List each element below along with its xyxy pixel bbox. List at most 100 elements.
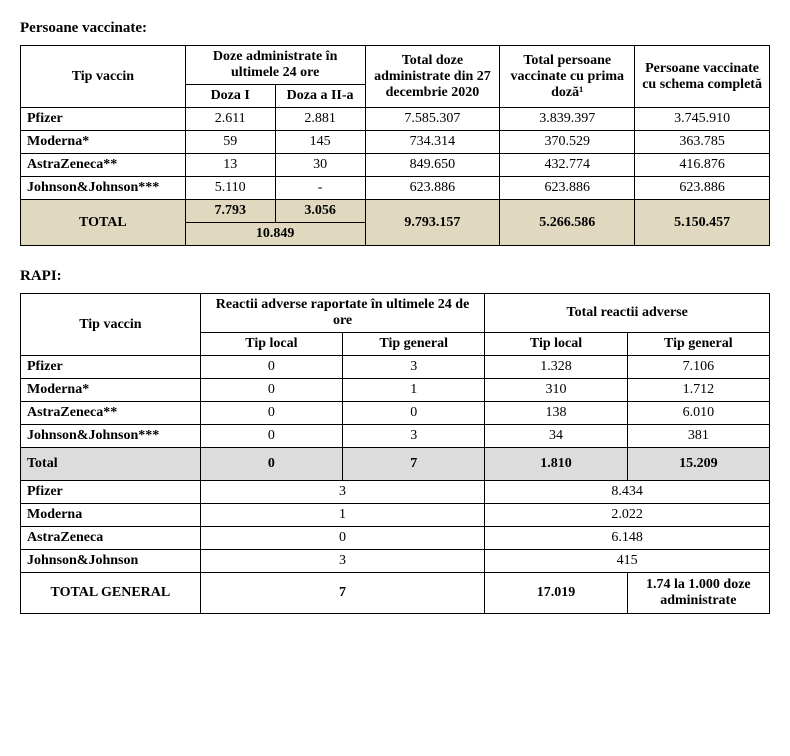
- prima-doza: 3.839.397: [500, 108, 635, 131]
- schema-completa: 3.745.910: [635, 108, 770, 131]
- col-total-reactions: Total reactii adverse: [485, 294, 770, 333]
- doza-1: 2.611: [185, 108, 275, 131]
- general-total: 7.106: [627, 356, 769, 379]
- col-total-doze: Total doze administrate din 27 decembrie…: [365, 46, 500, 108]
- col-general-tot: Tip general: [627, 333, 769, 356]
- total-prima: 5.266.586: [500, 200, 635, 246]
- table-row: Moderna*59145734.314370.529363.785: [21, 131, 770, 154]
- doza-2: 2.881: [275, 108, 365, 131]
- total-doze: 9.793.157: [365, 200, 500, 246]
- local-24h: 0: [200, 402, 342, 425]
- prima-doza: 432.774: [500, 154, 635, 177]
- general-total: 1.712: [627, 379, 769, 402]
- total-merged: 6.148: [485, 527, 770, 550]
- vaccine-name: Moderna: [21, 504, 201, 527]
- schema-completa: 623.886: [635, 177, 770, 200]
- prima-doza: 623.886: [500, 177, 635, 200]
- col-24h: Doze administrate în ultimele 24 ore: [185, 46, 365, 85]
- total-general-label: TOTAL GENERAL: [21, 573, 201, 614]
- total-merged: 2.022: [485, 504, 770, 527]
- general-24h: 1: [343, 379, 485, 402]
- vaccine-name: Pfizer: [21, 481, 201, 504]
- subtotal-label: Total: [21, 448, 201, 481]
- subtotal-general-tot: 15.209: [627, 448, 769, 481]
- general-24h-merged: 1: [200, 504, 485, 527]
- col-tip-vaccin: Tip vaccin: [21, 46, 186, 108]
- total-general-24h: 7: [200, 573, 485, 614]
- table-row: Johnson&Johnson***0334381: [21, 425, 770, 448]
- vaccine-name: AstraZeneca: [21, 527, 201, 550]
- subtotal-local-24h: 0: [200, 448, 342, 481]
- doza-1: 13: [185, 154, 275, 177]
- col-doza-1: Doza I: [185, 85, 275, 108]
- table-row: Pfizer2.6112.8817.585.3073.839.3973.745.…: [21, 108, 770, 131]
- total-merged: 415: [485, 550, 770, 573]
- local-total: 310: [485, 379, 627, 402]
- general-24h-merged: 0: [200, 527, 485, 550]
- subtotal-local-tot: 1.810: [485, 448, 627, 481]
- total-general-rate: 1.74 la 1.000 doze administrate: [627, 573, 769, 614]
- doza-1: 59: [185, 131, 275, 154]
- total-doze: 849.650: [365, 154, 500, 177]
- general-24h-merged: 3: [200, 550, 485, 573]
- total-label: TOTAL: [21, 200, 186, 246]
- col-tip-vaccin-2: Tip vaccin: [21, 294, 201, 356]
- table-vaccinated: Tip vaccin Doze administrate în ultimele…: [20, 45, 770, 246]
- total-general-count: 17.019: [485, 573, 627, 614]
- subtotal-general-24h: 7: [343, 448, 485, 481]
- table-row: AstraZeneca06.148: [21, 527, 770, 550]
- vaccine-name: Moderna*: [21, 379, 201, 402]
- local-24h: 0: [200, 425, 342, 448]
- total-d1: 7.793: [185, 200, 275, 223]
- doza-2: -: [275, 177, 365, 200]
- col-doza-2: Doza a II-a: [275, 85, 365, 108]
- general-24h-merged: 3: [200, 481, 485, 504]
- prima-doza: 370.529: [500, 131, 635, 154]
- total-doze: 623.886: [365, 177, 500, 200]
- local-total: 1.328: [485, 356, 627, 379]
- col-local-24h: Tip local: [200, 333, 342, 356]
- vaccine-name: Pfizer: [21, 108, 186, 131]
- doza-1: 5.110: [185, 177, 275, 200]
- vaccine-name: Johnson&Johnson***: [21, 425, 201, 448]
- vaccine-name: Johnson&Johnson***: [21, 177, 186, 200]
- table-rapi: Tip vaccin Reactii adverse raportate în …: [20, 293, 770, 614]
- vaccine-name: AstraZeneca**: [21, 402, 201, 425]
- vaccine-name: Moderna*: [21, 131, 186, 154]
- schema-completa: 363.785: [635, 131, 770, 154]
- vaccine-name: AstraZeneca**: [21, 154, 186, 177]
- table-row: AstraZeneca**001386.010: [21, 402, 770, 425]
- col-24h-reactions: Reactii adverse raportate în ultimele 24…: [200, 294, 485, 333]
- section-title-rapi: RAPI:: [20, 268, 770, 285]
- col-schema-completa: Persoane vaccinate cu schema completă: [635, 46, 770, 108]
- general-24h: 3: [343, 356, 485, 379]
- local-total: 138: [485, 402, 627, 425]
- general-24h: 3: [343, 425, 485, 448]
- vaccine-name: Pfizer: [21, 356, 201, 379]
- doza-2: 30: [275, 154, 365, 177]
- table-row: Johnson&Johnson***5.110-623.886623.88662…: [21, 177, 770, 200]
- total-doze: 734.314: [365, 131, 500, 154]
- table-row: Pfizer031.3287.106: [21, 356, 770, 379]
- vaccine-name: Johnson&Johnson: [21, 550, 201, 573]
- local-24h: 0: [200, 379, 342, 402]
- table-row: AstraZeneca**1330849.650432.774416.876: [21, 154, 770, 177]
- col-local-tot: Tip local: [485, 333, 627, 356]
- total-schema: 5.150.457: [635, 200, 770, 246]
- section-title-vaccinated: Persoane vaccinate:: [20, 20, 770, 37]
- total-d12: 10.849: [185, 223, 365, 246]
- local-total: 34: [485, 425, 627, 448]
- col-general-24h: Tip general: [343, 333, 485, 356]
- general-total: 6.010: [627, 402, 769, 425]
- table-row: Pfizer38.434: [21, 481, 770, 504]
- general-total: 381: [627, 425, 769, 448]
- total-doze: 7.585.307: [365, 108, 500, 131]
- total-d2: 3.056: [275, 200, 365, 223]
- general-24h: 0: [343, 402, 485, 425]
- col-prima-doza: Total persoane vaccinate cu prima doză¹: [500, 46, 635, 108]
- schema-completa: 416.876: [635, 154, 770, 177]
- local-24h: 0: [200, 356, 342, 379]
- table-row: Moderna12.022: [21, 504, 770, 527]
- table-row: Moderna*013101.712: [21, 379, 770, 402]
- doza-2: 145: [275, 131, 365, 154]
